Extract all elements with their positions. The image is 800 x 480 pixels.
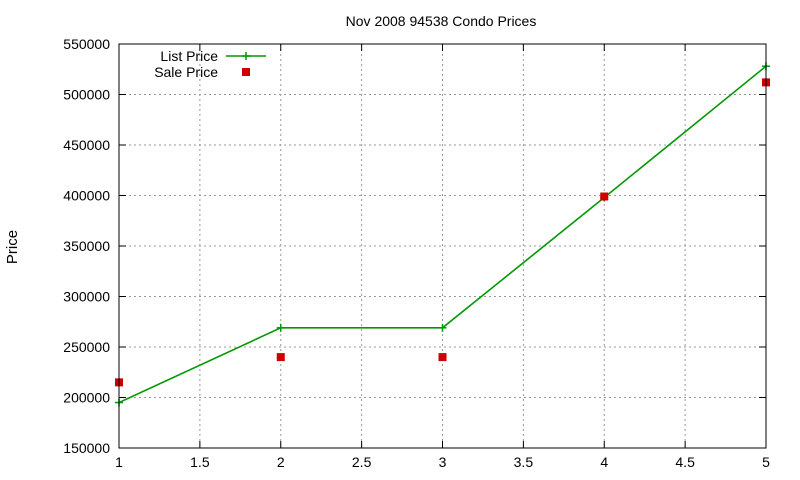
y-tick-label: 200000: [63, 390, 110, 406]
legend-plus-marker: [242, 52, 250, 60]
x-tick-label: 3.5: [514, 454, 534, 470]
y-tick-label: 550000: [63, 36, 110, 52]
sale-price-point: [438, 353, 447, 362]
x-tick-label: 1.5: [190, 454, 210, 470]
x-tick-label: 4.5: [675, 454, 695, 470]
list-price-point: [276, 323, 285, 332]
y-tick-label: 350000: [63, 238, 110, 254]
x-tick-label: 5: [762, 454, 770, 470]
plot-frame: [118, 43, 767, 449]
y-tick-label: 500000: [63, 87, 110, 103]
y-axis-label: Price: [4, 230, 21, 264]
list-price-point: [438, 323, 447, 332]
y-tick-label: 450000: [63, 137, 110, 153]
legend-label: List Price: [160, 48, 218, 64]
y-tick-label: 400000: [63, 188, 110, 204]
y-tick-label: 150000: [63, 440, 110, 456]
chart-title: Nov 2008 94538 Condo Prices: [346, 13, 537, 29]
y-tick-label: 300000: [63, 289, 110, 305]
grid-lines: [119, 44, 766, 448]
legend-square-marker: [242, 68, 250, 76]
x-tick-label: 2.5: [352, 454, 372, 470]
x-tick-label: 2: [277, 454, 285, 470]
x-tick-label: 3: [439, 454, 447, 470]
legend-label: Sale Price: [154, 64, 218, 80]
x-tick-label: 1: [115, 454, 123, 470]
y-tick-label: 250000: [63, 339, 110, 355]
sale-price-point: [600, 192, 609, 201]
y-tick-labels: 150000 200000 250000 300000 350000 400000 4500…: [63, 36, 110, 456]
sale-price-point: [276, 353, 285, 362]
x-tick-labels: 1 1.5 2 2.5 3 3.5 4 4.5 5: [115, 454, 770, 470]
x-tick-label: 4: [600, 454, 608, 470]
